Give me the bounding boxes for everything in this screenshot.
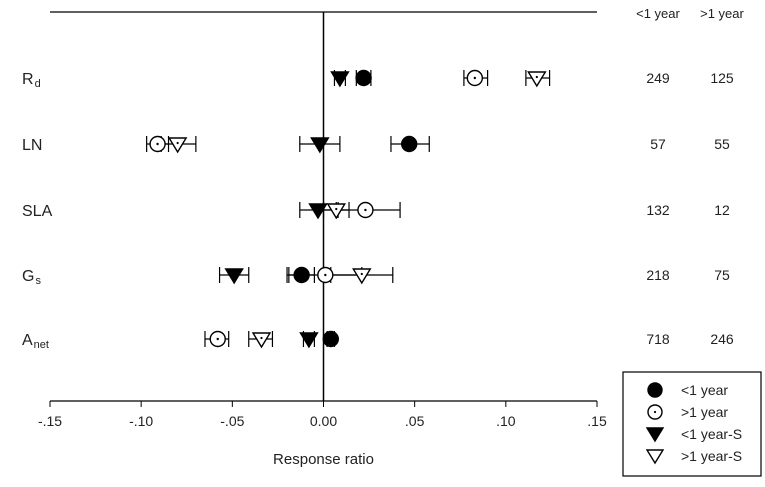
category-label: Gs	[22, 268, 41, 287]
data-point	[330, 71, 350, 88]
data-point-center-dot	[473, 76, 477, 80]
legend-label: >1 year	[681, 404, 728, 420]
category-label: Rd	[22, 71, 41, 90]
count-value: 12	[714, 202, 730, 218]
count-value: 57	[650, 136, 666, 152]
category-label-subscript: net	[34, 339, 49, 351]
data-point-center-dot	[360, 272, 363, 276]
data-point-center-dot	[216, 337, 219, 341]
x-tick-label: .10	[496, 413, 516, 429]
legend-label: <1 year-S	[681, 426, 742, 442]
legend-marker-center-dot	[653, 410, 657, 414]
count-value: 246	[710, 331, 734, 347]
legend-box	[622, 371, 762, 477]
data-point	[293, 266, 310, 284]
data-point-center-dot	[260, 336, 263, 340]
count-column-header: <1 year	[636, 6, 680, 21]
x-tick-label: -.15	[38, 413, 62, 429]
count-column-header: >1 year	[700, 6, 744, 21]
legend-marker	[645, 449, 665, 465]
category-label-main: G	[22, 268, 34, 285]
x-axis-title: Response ratio	[273, 451, 374, 468]
count-value: 718	[646, 331, 670, 347]
data-point	[224, 268, 244, 285]
x-tick-label: 0.00	[310, 413, 337, 429]
data-point-center-dot	[335, 207, 338, 211]
data-point	[310, 137, 330, 154]
data-point-center-dot	[156, 142, 159, 146]
legend-marker	[645, 427, 665, 443]
category-label: SLA	[22, 203, 53, 220]
category-label: Anet	[22, 332, 49, 351]
x-tick-label: -.05	[220, 413, 244, 429]
count-value: 132	[646, 202, 670, 218]
data-point	[322, 330, 339, 348]
data-point-center-dot	[324, 273, 327, 277]
count-value: 75	[714, 267, 730, 283]
data-point	[400, 135, 418, 153]
count-value: 125	[710, 70, 734, 86]
x-tick-label: .05	[405, 413, 425, 429]
x-tick-label: -.10	[129, 413, 153, 429]
category-label-main: R	[22, 71, 34, 88]
data-point	[251, 332, 272, 349]
category-label-subscript: s	[35, 275, 41, 287]
data-point	[352, 268, 372, 285]
category-label: LN	[22, 137, 42, 154]
data-point	[355, 69, 372, 87]
legend-label: <1 year	[681, 382, 728, 398]
count-value: 249	[646, 70, 670, 86]
count-value: 55	[714, 136, 730, 152]
category-label-main: A	[22, 332, 33, 349]
data-point	[299, 332, 319, 349]
legend-marker	[647, 382, 663, 398]
data-point	[167, 137, 188, 154]
category-label-main: SLA	[22, 203, 53, 220]
data-point-center-dot	[176, 141, 179, 145]
data-point	[326, 203, 347, 220]
data-point-center-dot	[535, 75, 538, 79]
data-point-center-dot	[364, 208, 367, 212]
x-tick-label: .15	[587, 413, 607, 429]
category-label-main: LN	[22, 137, 42, 154]
data-point	[527, 71, 547, 88]
data-point	[308, 203, 328, 220]
count-value: 218	[646, 267, 670, 283]
legend-label: >1 year-S	[681, 448, 742, 464]
category-label-subscript: d	[35, 78, 41, 90]
